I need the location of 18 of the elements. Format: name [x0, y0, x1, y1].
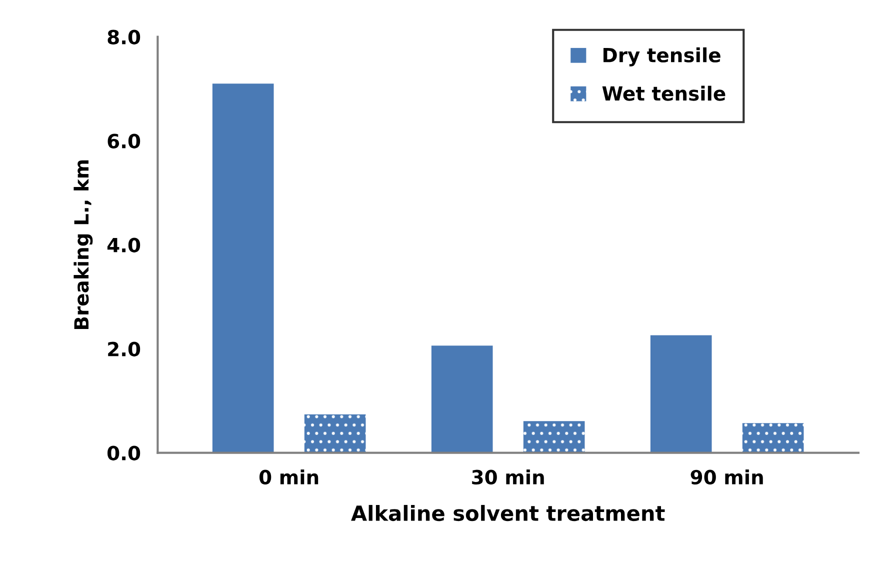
x-tick-label: 90 min [690, 469, 763, 485]
y-tick-label: 6.0 [108, 134, 140, 148]
bar [650, 335, 712, 453]
bar [304, 414, 366, 453]
legend-label: Wet tensile [602, 86, 726, 101]
y-tick-label: 8.0 [108, 30, 140, 44]
y-tick-label: 4.0 [107, 238, 140, 252]
y-tick-label: 0.0 [108, 446, 140, 460]
x-tick-label: 30 min [472, 469, 544, 485]
bar [431, 346, 493, 453]
x-axis-title: Alkaline solvent treatment [351, 504, 665, 522]
legend-label: Dry tensile [604, 47, 720, 66]
y-tick-label: 2.0 [108, 342, 140, 356]
y-axis-title: Breaking L., km [74, 160, 93, 329]
bar [523, 421, 585, 453]
bar [212, 84, 274, 453]
bar [742, 423, 804, 453]
x-tick-label: 0 min [259, 469, 318, 485]
